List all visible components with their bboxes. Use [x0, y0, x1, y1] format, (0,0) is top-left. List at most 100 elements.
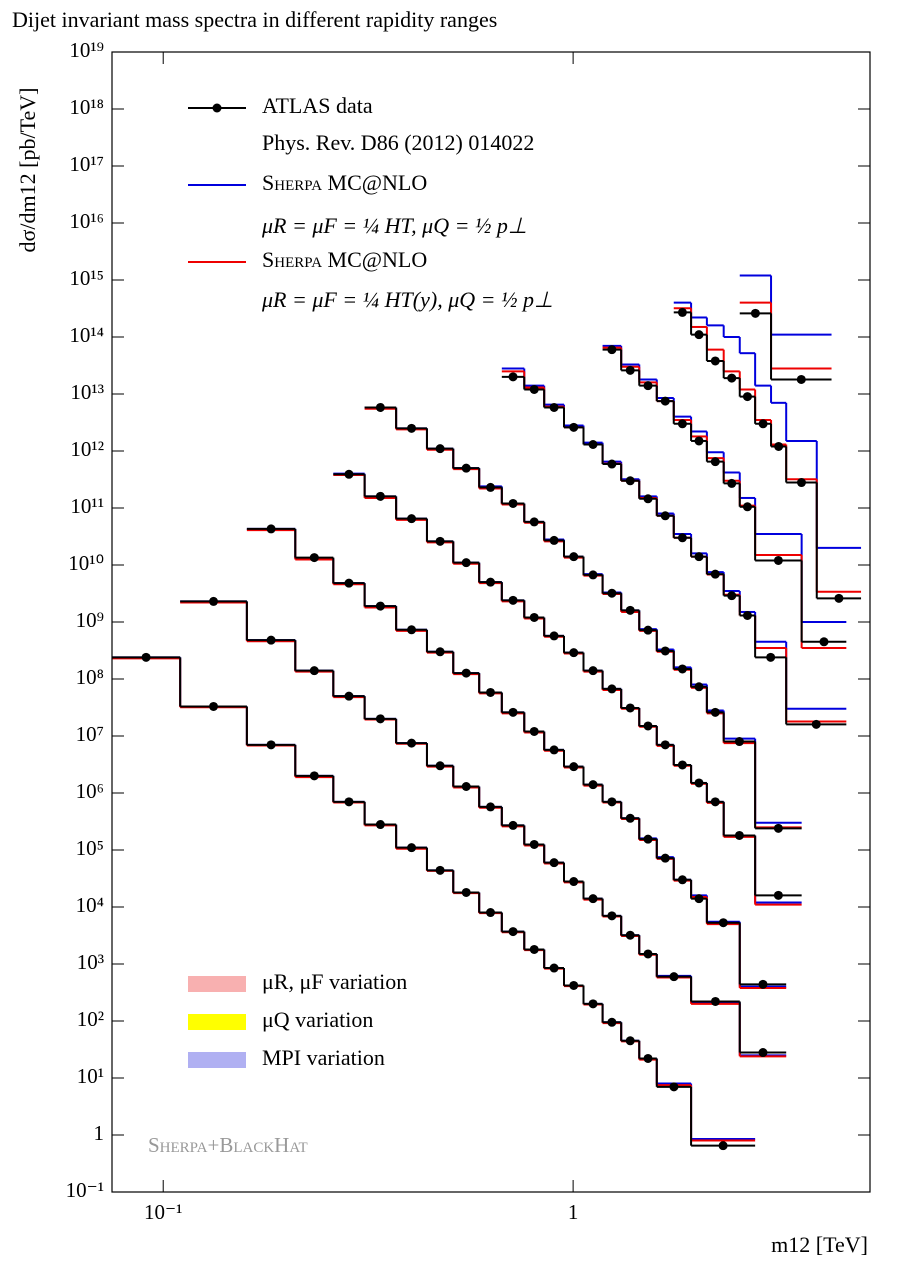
- data-point: [727, 591, 737, 601]
- data-point: [643, 1053, 653, 1063]
- data-point: [588, 666, 598, 676]
- data-point: [718, 918, 728, 928]
- data-point: [549, 963, 559, 973]
- data-point: [407, 843, 417, 853]
- y-tick-label: 10⁹: [76, 608, 104, 632]
- data-point: [694, 778, 704, 788]
- y-tick-label: 10⁸: [76, 665, 104, 689]
- legend-label: Sherpa MC@NLO: [262, 247, 427, 272]
- data-point: [407, 738, 417, 748]
- legend-band-swatch: [188, 1014, 246, 1030]
- data-point: [607, 911, 617, 921]
- data-point: [694, 894, 704, 904]
- y-tick-label: 10¹⁸: [69, 95, 104, 119]
- data-point: [734, 830, 744, 840]
- data-point: [694, 330, 704, 340]
- data-point: [774, 441, 784, 451]
- data-point: [710, 457, 720, 467]
- data-point: [607, 345, 617, 355]
- data-point: [625, 813, 635, 823]
- watermark: Sherpa+BlackHat: [148, 1133, 308, 1157]
- data-point: [435, 865, 445, 875]
- data-point: [344, 469, 354, 479]
- data-point: [773, 823, 783, 833]
- data-point: [407, 423, 417, 433]
- data-point: [625, 605, 635, 615]
- data-point: [461, 558, 471, 568]
- data-point: [375, 491, 385, 501]
- data-point: [625, 703, 635, 713]
- data-point: [677, 664, 687, 674]
- x-tick-label: 1: [568, 1200, 579, 1224]
- data-point: [549, 745, 559, 755]
- data-point: [660, 646, 670, 656]
- data-point: [773, 890, 783, 900]
- data-point: [435, 647, 445, 657]
- data-point: [710, 797, 720, 807]
- data-point: [435, 444, 445, 454]
- data-point: [660, 853, 670, 863]
- data-point: [529, 839, 539, 849]
- data-point: [669, 1082, 679, 1092]
- data-point: [375, 820, 385, 830]
- legend-sublabel: μR = μF = ¼ HT, μQ = ½ p⊥: [261, 213, 527, 238]
- data-point: [435, 536, 445, 546]
- y-tick-label: 10¹⁴: [69, 323, 104, 347]
- data-point: [529, 384, 539, 394]
- data-point: [742, 611, 752, 621]
- legend-sublabel: μR = μF = ¼ HT(y), μQ = ½ p⊥: [261, 287, 553, 312]
- plot-area: [112, 274, 862, 1151]
- data-point: [569, 980, 579, 990]
- y-tick-label: 10¹⁹: [69, 38, 104, 62]
- y-tick-label: 10¹⁵: [69, 266, 104, 290]
- data-point: [643, 834, 653, 844]
- legend-marker: [212, 103, 222, 113]
- data-point: [588, 999, 598, 1009]
- data-point: [549, 631, 559, 641]
- data-point: [407, 625, 417, 635]
- data-point: [508, 927, 518, 937]
- data-point: [588, 570, 598, 580]
- y-tick-label: 10¹⁶: [69, 209, 104, 233]
- legend-sublabel: Phys. Rev. D86 (2012) 014022: [262, 130, 534, 155]
- data-point: [694, 682, 704, 692]
- chart-title: Dijet invariant mass spectra in differen…: [12, 7, 497, 32]
- data-point: [344, 691, 354, 701]
- data-point: [660, 396, 670, 406]
- y-tick-label: 1: [94, 1121, 105, 1145]
- data-point: [486, 802, 496, 812]
- data-point: [486, 577, 496, 587]
- data-point: [508, 595, 518, 605]
- data-point: [607, 1017, 617, 1027]
- data-point: [209, 701, 219, 711]
- data-point: [607, 459, 617, 469]
- data-point: [529, 612, 539, 622]
- data-point: [266, 740, 276, 750]
- data-point: [569, 877, 579, 887]
- data-point: [710, 996, 720, 1006]
- data-point: [710, 569, 720, 579]
- data-point: [643, 949, 653, 959]
- data-point: [773, 555, 783, 565]
- y-tick-label: 10¹: [77, 1064, 104, 1088]
- y-tick-label: 10¹¹: [70, 494, 104, 518]
- data-point: [660, 511, 670, 521]
- data-point: [407, 514, 417, 524]
- data-point: [486, 908, 496, 918]
- data-point: [742, 502, 752, 512]
- data-point: [811, 719, 821, 729]
- data-point: [588, 780, 598, 790]
- data-point: [727, 373, 737, 383]
- data-point: [796, 374, 806, 384]
- data-point: [607, 588, 617, 598]
- data-point: [344, 578, 354, 588]
- data-point: [718, 1141, 728, 1151]
- data-point: [529, 517, 539, 527]
- data-point: [508, 372, 518, 382]
- y-tick-label: 10¹⁰: [68, 551, 104, 575]
- data-point: [625, 365, 635, 375]
- data-point: [819, 637, 829, 647]
- data-point: [758, 419, 768, 429]
- data-point: [607, 684, 617, 694]
